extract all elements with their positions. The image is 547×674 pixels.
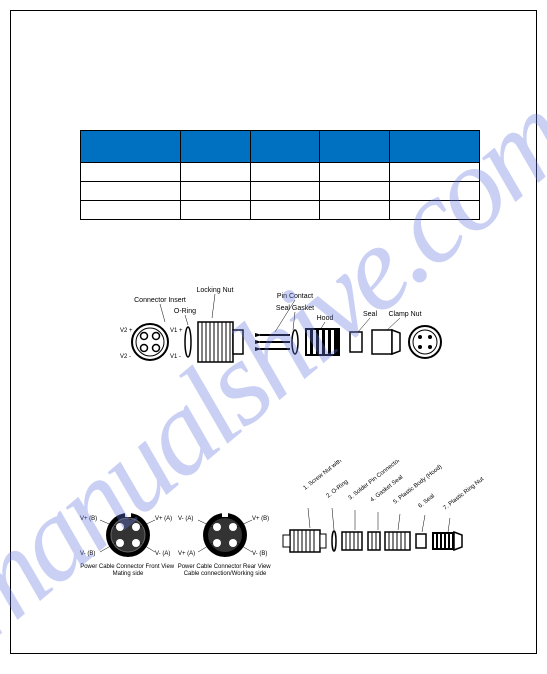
label-seal: Seal [363, 311, 377, 318]
table-header [250, 131, 320, 163]
table-cell [320, 201, 390, 220]
table-cell [81, 182, 181, 201]
table-header [390, 131, 480, 163]
connector-exploded-diagram-top: Locking Nut Connector Insert O-Ring Pin … [100, 280, 460, 390]
caption-front: Power Cable Connector Front View Mating … [80, 564, 176, 577]
label-oring: O-Ring [174, 308, 196, 315]
label-v2plus: V2 + [120, 328, 133, 334]
label-v1plus: V1 + [170, 328, 183, 334]
table-row [81, 201, 480, 220]
table-cell [390, 163, 480, 182]
label-vplus-b: V+ (B) [80, 516, 97, 522]
table-header-row [81, 131, 480, 163]
label-vminus-b: V- (B) [80, 551, 95, 557]
table-cell [320, 182, 390, 201]
label-vplus-a: V+ (A) [155, 516, 172, 522]
table-cell [250, 182, 320, 201]
label-vplus-b2: V+ (B) [252, 516, 269, 522]
label-vminus-a2: V- (A) [178, 516, 193, 522]
label-2: 2. O-Ring [326, 479, 350, 500]
table-header [81, 131, 181, 163]
table-cell [81, 201, 181, 220]
data-table [80, 130, 480, 220]
table-header [320, 131, 390, 163]
table-cell [180, 201, 250, 220]
label-locking-nut: Locking Nut [197, 287, 234, 294]
table-cell [320, 163, 390, 182]
label-7: 7. Plastic Ring Nut [443, 476, 486, 511]
table-cell [390, 201, 480, 220]
label-6: 6. Seal [418, 493, 436, 509]
connector-end-icon [409, 326, 441, 358]
label-v1minus: V1 - [170, 354, 181, 360]
connector-exploded-diagram-bottom: V+ (B) V- (B) V+ (A) V- (A) Power Cable … [70, 460, 490, 590]
table-cell [390, 182, 480, 201]
label-vminus-a: V- (A) [155, 551, 170, 557]
label-5: 5. Plastic Body (Hood) [393, 464, 444, 505]
table-cell [250, 163, 320, 182]
connector-face-icon [132, 324, 168, 360]
label-vminus-b2: V- (B) [252, 551, 267, 557]
label-v2minus: V2 - [120, 354, 131, 360]
table-cell [180, 163, 250, 182]
table-row [81, 163, 480, 182]
label-connector-insert: Connector Insert [134, 297, 186, 304]
table-cell [81, 163, 181, 182]
label-clamp-nut: Clamp Nut [388, 311, 421, 318]
table-cell [180, 182, 250, 201]
label-seal-gasket: Seal Gasket [276, 305, 314, 312]
table-header [180, 131, 250, 163]
table-cell [250, 201, 320, 220]
label-hood: Hood [317, 315, 334, 322]
label-pin-contact: Pin Contact [277, 293, 313, 300]
label-vplus-a2: V+ (A) [178, 551, 195, 557]
caption-rear: Power Cable Connector Rear View Cable co… [178, 564, 273, 577]
table-row [81, 182, 480, 201]
